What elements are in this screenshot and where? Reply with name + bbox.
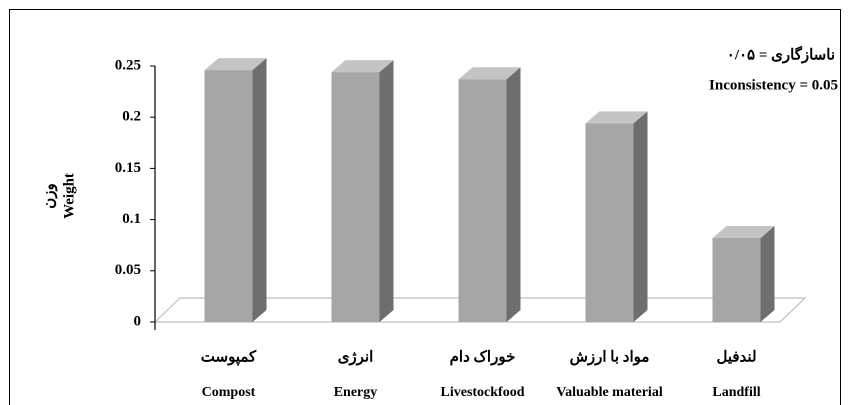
bar-top (458, 67, 521, 80)
x-tick-label: لندفیل (716, 349, 756, 365)
y-axis-label: وزن (41, 183, 57, 209)
y-tick-label: 0 (134, 313, 142, 329)
annotation: Inconsistency = 0.05 (709, 77, 838, 93)
bar (712, 226, 775, 322)
bar-side (760, 226, 775, 322)
x-tick-sublabel: Valuable material (556, 385, 663, 400)
x-tick-sublabel: Landfill (712, 385, 760, 400)
x-tick-label: خوراک دام (450, 349, 516, 365)
bar-side (506, 67, 521, 322)
x-tick-label: انرژی (338, 349, 374, 365)
x-tick-label: کمپوست (201, 349, 257, 366)
bar (585, 111, 648, 323)
bar (204, 58, 267, 322)
floor (153, 297, 807, 323)
bar-top (204, 58, 267, 71)
frame (9, 9, 841, 405)
y-tick-label: 0.1 (122, 211, 141, 227)
y-tick-label: 0.2 (122, 109, 141, 125)
bar-side (379, 60, 394, 322)
y-tick-label: 0.05 (115, 262, 141, 278)
x-tick-label: مواد با ارزش (570, 349, 650, 365)
bar (331, 60, 394, 322)
x-tick-sublabel: Energy (334, 385, 378, 400)
y-tick-label: 0.15 (115, 160, 141, 176)
annotation: ناسازگاری = ۰/۰۵ (727, 45, 835, 63)
bar-front (458, 79, 507, 322)
bar-front (585, 123, 634, 323)
bar-front (204, 70, 253, 322)
bar-top (585, 111, 648, 124)
bar-front (331, 72, 380, 322)
y-tick-label: 0.25 (115, 57, 141, 73)
x-tick-sublabel: Compost (202, 385, 256, 400)
bar (458, 67, 521, 322)
y-axis-label: Weight (61, 173, 77, 219)
bar-top (712, 226, 775, 239)
x-tick-sublabel: Livestockfood (441, 385, 525, 400)
bar-top (331, 60, 394, 73)
bar-side (633, 111, 648, 323)
bar-front (712, 238, 761, 322)
bar-side (252, 58, 267, 322)
